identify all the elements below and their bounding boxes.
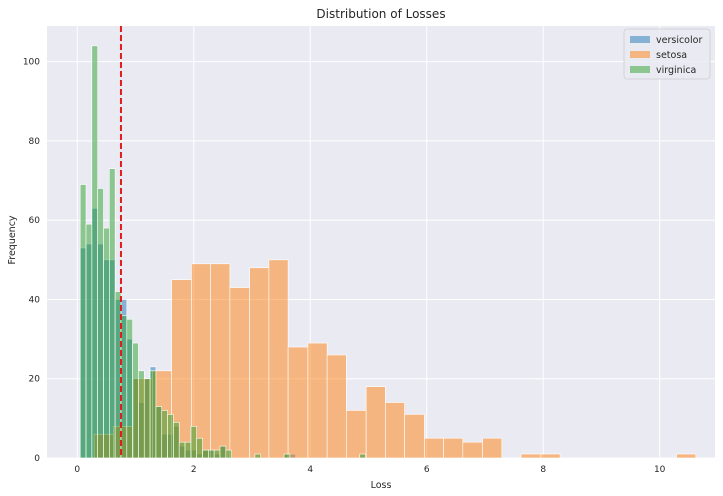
y-tick-label: 60 <box>29 216 41 226</box>
legend-swatch <box>630 66 650 73</box>
histogram-bar <box>178 441 186 459</box>
histogram-bar <box>443 437 464 459</box>
histogram-bar <box>307 342 328 459</box>
histogram-bar <box>109 168 116 459</box>
histogram-bar <box>202 449 209 459</box>
y-tick-label: 40 <box>29 295 41 305</box>
histogram-bar <box>365 386 386 459</box>
histogram-bar <box>97 188 104 459</box>
histogram-bar <box>346 410 367 459</box>
histogram-bar <box>676 453 697 459</box>
series-virginica <box>79 45 366 459</box>
histogram-bar <box>254 453 262 459</box>
histogram-bars <box>79 45 697 459</box>
histogram-bar <box>143 378 151 459</box>
x-tick-label: 2 <box>191 465 197 475</box>
histogram-bar <box>229 287 250 459</box>
histogram-bar <box>249 267 270 459</box>
legend-label: setosa <box>656 50 687 61</box>
chart-title: Distribution of Losses <box>316 7 445 21</box>
histogram-bar <box>184 441 192 459</box>
legend-swatch <box>630 36 650 43</box>
histogram-bar <box>208 449 215 459</box>
histogram-bar <box>462 441 483 459</box>
histogram-bar <box>283 453 291 459</box>
histogram-bar <box>149 370 157 459</box>
histogram-bar <box>520 453 542 459</box>
x-tick-label: 4 <box>307 465 313 475</box>
histogram-bar <box>268 259 289 459</box>
y-axis-label: Frequency <box>7 215 18 264</box>
histogram-bar <box>385 402 405 459</box>
histogram-bar <box>91 45 98 459</box>
histogram-bar <box>424 437 444 459</box>
histogram-bar <box>219 445 227 459</box>
x-tick-label: 0 <box>74 465 80 475</box>
histogram-bar <box>213 449 221 459</box>
y-axis-ticks: 0 20 40 60 80 100 <box>23 58 40 464</box>
histogram-bar <box>173 422 180 459</box>
x-tick-label: 6 <box>424 465 430 475</box>
histogram-bar <box>287 346 309 459</box>
legend: versicolor setosa virginica <box>623 28 711 80</box>
histogram-bar <box>161 410 168 459</box>
y-tick-label: 100 <box>23 58 40 68</box>
histogram-bar <box>326 354 347 459</box>
histogram-bar <box>196 437 203 459</box>
legend-label: versicolor <box>656 35 702 46</box>
histogram-bar <box>404 414 425 459</box>
legend-label: virginica <box>656 65 696 76</box>
y-tick-label: 80 <box>29 137 41 147</box>
histogram-bar <box>225 449 232 459</box>
histogram-bar <box>482 437 503 459</box>
x-tick-label: 8 <box>540 465 546 475</box>
histogram-bar <box>138 370 145 459</box>
legend-swatch <box>630 51 650 58</box>
x-tick-label: 10 <box>654 465 666 475</box>
x-axis-ticks: 0 2 4 6 8 10 <box>74 465 665 475</box>
histogram-bar <box>79 184 87 459</box>
histogram-bar <box>359 453 366 459</box>
histogram-bar <box>132 342 139 459</box>
histogram-bar <box>210 263 231 459</box>
histogram-bar <box>85 223 93 459</box>
histogram-bar <box>540 453 561 459</box>
histogram-bar <box>190 425 197 459</box>
y-tick-label: 0 <box>34 454 40 464</box>
x-axis-label: Loss <box>371 480 392 491</box>
histogram-bar <box>167 414 174 459</box>
y-tick-label: 20 <box>29 375 41 385</box>
histogram-bar <box>155 406 163 459</box>
histogram-bar <box>103 227 110 459</box>
histogram-bar <box>126 318 133 459</box>
